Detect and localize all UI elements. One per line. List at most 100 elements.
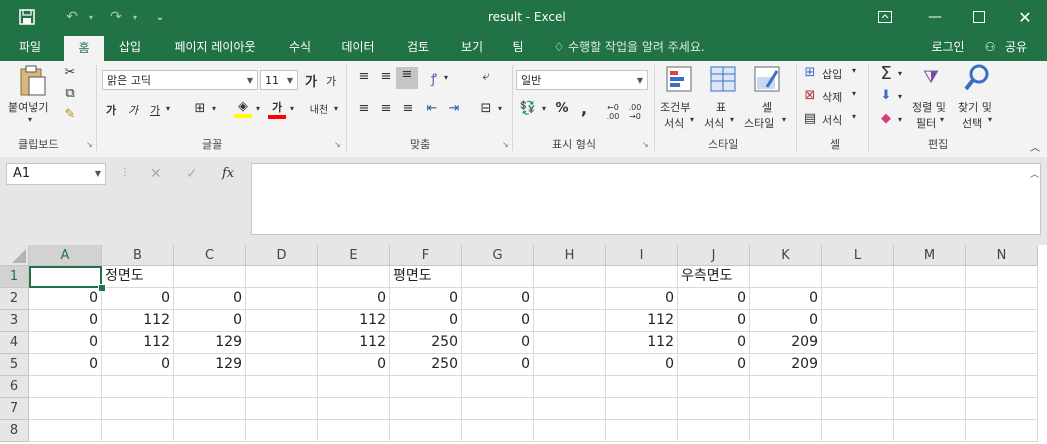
undo-icon[interactable]: ↶ xyxy=(66,9,78,25)
cell-c3[interactable]: 0 xyxy=(174,310,246,332)
cell-f3[interactable]: 0 xyxy=(390,310,462,332)
cell-g7[interactable] xyxy=(462,398,534,420)
column-header-k[interactable]: K xyxy=(750,245,822,266)
cell-e2[interactable]: 0 xyxy=(318,288,390,310)
cell-m6[interactable] xyxy=(894,376,966,398)
column-header-c[interactable]: C xyxy=(174,245,246,266)
fill-icon[interactable]: ⬇ xyxy=(880,88,892,103)
cell-e4[interactable]: 112 xyxy=(318,332,390,354)
clear-icon[interactable]: ◆ xyxy=(881,111,891,126)
cell-n1[interactable] xyxy=(966,266,1038,288)
underline-dropdown-icon[interactable]: ▾ xyxy=(165,104,170,113)
save-icon[interactable] xyxy=(16,6,38,28)
cell-g6[interactable] xyxy=(462,376,534,398)
cell-c8[interactable] xyxy=(174,420,246,442)
select-all-corner[interactable] xyxy=(0,245,29,266)
cell-a6[interactable] xyxy=(29,376,102,398)
cell-h1[interactable] xyxy=(534,266,606,288)
copy-icon[interactable]: ⧉ xyxy=(65,86,75,101)
customize-qat-icon[interactable]: ⌄ xyxy=(155,11,165,23)
paste-button[interactable]: 붙여넣기 xyxy=(8,101,49,114)
conditional-formatting-icon[interactable] xyxy=(664,65,694,95)
cell-e7[interactable] xyxy=(318,398,390,420)
cell-n3[interactable] xyxy=(966,310,1038,332)
wrap-text-icon[interactable]: ⤶ xyxy=(482,69,490,84)
cell-h2[interactable] xyxy=(534,288,606,310)
row-header-8[interactable]: 8 xyxy=(0,420,29,442)
cell-l5[interactable] xyxy=(822,354,894,376)
shrink-font-icon[interactable]: 가 xyxy=(325,75,337,88)
column-header-n[interactable]: N xyxy=(966,245,1038,266)
find-select-icon[interactable] xyxy=(962,63,992,97)
tab-view[interactable]: 보기 xyxy=(460,40,484,54)
conditional-formatting-label[interactable]: 조건부 xyxy=(660,101,691,114)
cell-d8[interactable] xyxy=(246,420,318,442)
cell-d1[interactable] xyxy=(246,266,318,288)
drag-handle-icon[interactable]: ⋮ xyxy=(120,167,130,178)
tab-page-layout[interactable]: 페이지 레이아웃 xyxy=(174,40,256,54)
paste-dropdown-icon[interactable]: ▾ xyxy=(28,115,33,124)
cell-e8[interactable] xyxy=(318,420,390,442)
clipboard-launcher-icon[interactable]: ↘ xyxy=(86,140,93,149)
delete-cells-button[interactable]: 삭제 xyxy=(822,91,843,104)
confirm-entry-icon[interactable]: ✓ xyxy=(186,166,198,182)
cell-b3[interactable]: 112 xyxy=(102,310,174,332)
tab-file[interactable]: 파일 xyxy=(18,40,42,54)
align-right-icon[interactable]: ≡ xyxy=(402,101,414,116)
row-header-7[interactable]: 7 xyxy=(0,398,29,420)
alignment-launcher-icon[interactable]: ↘ xyxy=(502,140,509,149)
cell-e5[interactable]: 0 xyxy=(318,354,390,376)
decrease-decimal-icon[interactable]: .00 →0 xyxy=(628,103,642,121)
align-center-icon[interactable]: ≡ xyxy=(380,101,392,116)
tab-team[interactable]: 팀 xyxy=(512,40,524,54)
cell-b2[interactable]: 0 xyxy=(102,288,174,310)
cell-h6[interactable] xyxy=(534,376,606,398)
cell-j7[interactable] xyxy=(678,398,750,420)
column-header-j[interactable]: J xyxy=(678,245,750,266)
row-header-4[interactable]: 4 xyxy=(0,332,29,354)
cell-n6[interactable] xyxy=(966,376,1038,398)
cell-m1[interactable] xyxy=(894,266,966,288)
italic-button[interactable]: 가 xyxy=(127,104,139,117)
tab-home[interactable]: 홈 xyxy=(64,36,104,62)
cell-j8[interactable] xyxy=(678,420,750,442)
underline-button[interactable]: 가 xyxy=(149,104,161,117)
cell-d7[interactable] xyxy=(246,398,318,420)
cell-e6[interactable] xyxy=(318,376,390,398)
column-header-g[interactable]: G xyxy=(462,245,534,266)
column-header-h[interactable]: H xyxy=(534,245,606,266)
cell-e3[interactable]: 112 xyxy=(318,310,390,332)
cell-g4[interactable]: 0 xyxy=(462,332,534,354)
row-header-3[interactable]: 3 xyxy=(0,310,29,332)
fill-dropdown-icon[interactable]: ▾ xyxy=(897,92,902,101)
autosum-dropdown-icon[interactable]: ▾ xyxy=(897,69,902,78)
cell-j6[interactable] xyxy=(678,376,750,398)
cell-b1[interactable]: 정면도 xyxy=(102,266,174,288)
cell-l2[interactable] xyxy=(822,288,894,310)
column-header-a[interactable]: A xyxy=(29,245,102,266)
cell-f2[interactable]: 0 xyxy=(390,288,462,310)
cell-a3[interactable]: 0 xyxy=(29,310,102,332)
font-color-dropdown-icon[interactable]: ▾ xyxy=(289,104,294,113)
font-color-button[interactable]: 가 xyxy=(268,99,286,119)
cell-l3[interactable] xyxy=(822,310,894,332)
cell-k2[interactable]: 0 xyxy=(750,288,822,310)
cell-b4[interactable]: 112 xyxy=(102,332,174,354)
cell-styles-icon[interactable] xyxy=(752,65,782,95)
cell-i3[interactable]: 112 xyxy=(606,310,678,332)
align-left-icon[interactable]: ≡ xyxy=(358,101,370,116)
cell-m8[interactable] xyxy=(894,420,966,442)
cancel-entry-icon[interactable]: ✕ xyxy=(150,166,162,182)
collapse-ribbon-icon[interactable]: ︿ xyxy=(1030,143,1040,154)
cell-c2[interactable]: 0 xyxy=(174,288,246,310)
increase-indent-icon[interactable]: ⇥ xyxy=(448,101,460,116)
cell-styles-label[interactable]: 셀 xyxy=(762,101,773,114)
find-select-label[interactable]: 찾기 및 xyxy=(958,101,992,114)
orientation-icon[interactable]: ꝭ xyxy=(430,72,438,87)
phonetic-guide-button[interactable]: 내천 xyxy=(309,105,329,116)
redo-icon[interactable]: ↷ xyxy=(110,9,122,25)
decrease-indent-icon[interactable]: ⇤ xyxy=(426,101,438,116)
find-select-label-2[interactable]: 선택 xyxy=(962,117,983,130)
undo-dropdown-icon[interactable]: ▾ xyxy=(88,12,93,22)
expand-formula-bar-icon[interactable]: ︿ xyxy=(1030,170,1040,180)
